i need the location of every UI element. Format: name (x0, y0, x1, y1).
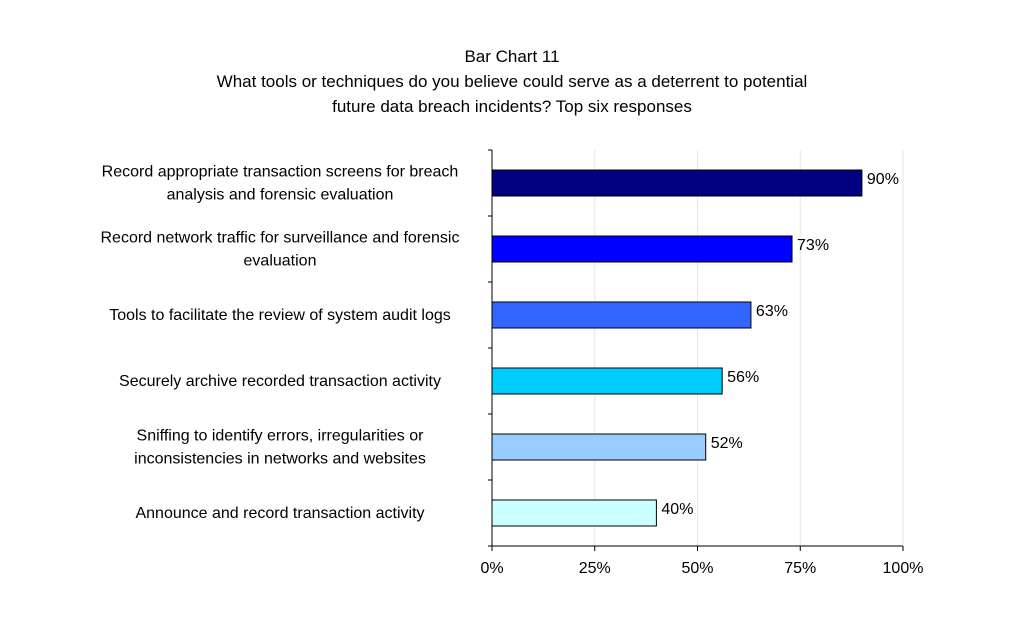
data-label: 63% (756, 303, 788, 320)
category-label: Securely archive recorded transaction ac… (119, 373, 441, 390)
bar (491, 367, 723, 395)
data-label: 73% (797, 237, 829, 254)
bar (491, 499, 657, 527)
chart-subtitle-line-1: What tools or techniques do you believe … (216, 72, 808, 91)
bar (491, 433, 707, 461)
data-label: 56% (727, 369, 759, 386)
category-label: Record appropriate transaction screens f… (102, 164, 459, 204)
x-tick-label: 100% (883, 560, 924, 577)
data-label: 40% (661, 501, 693, 518)
category-label: Record network traffic for surveillance … (101, 230, 460, 270)
bar (491, 235, 793, 263)
x-tick-label: 50% (681, 560, 713, 577)
data-label: 52% (711, 435, 743, 452)
bar (491, 169, 863, 197)
bar (491, 301, 752, 329)
x-tick-label: 25% (579, 560, 611, 577)
x-tick-label: 75% (784, 560, 816, 577)
category-label: Sniffing to identify errors, irregularit… (134, 428, 426, 468)
chart-subtitle-line-2: future data breach incidents? Top six re… (332, 97, 692, 116)
category-label: Announce and record transaction activity (135, 505, 424, 522)
category-label: Tools to facilitate the review of system… (109, 307, 451, 324)
x-tick-label: 0% (480, 560, 503, 577)
chart-title: Bar Chart 11 (464, 47, 560, 66)
data-label: 90% (867, 171, 899, 188)
chart-title-block: Bar Chart 11 What tools or techniques do… (0, 44, 1024, 119)
